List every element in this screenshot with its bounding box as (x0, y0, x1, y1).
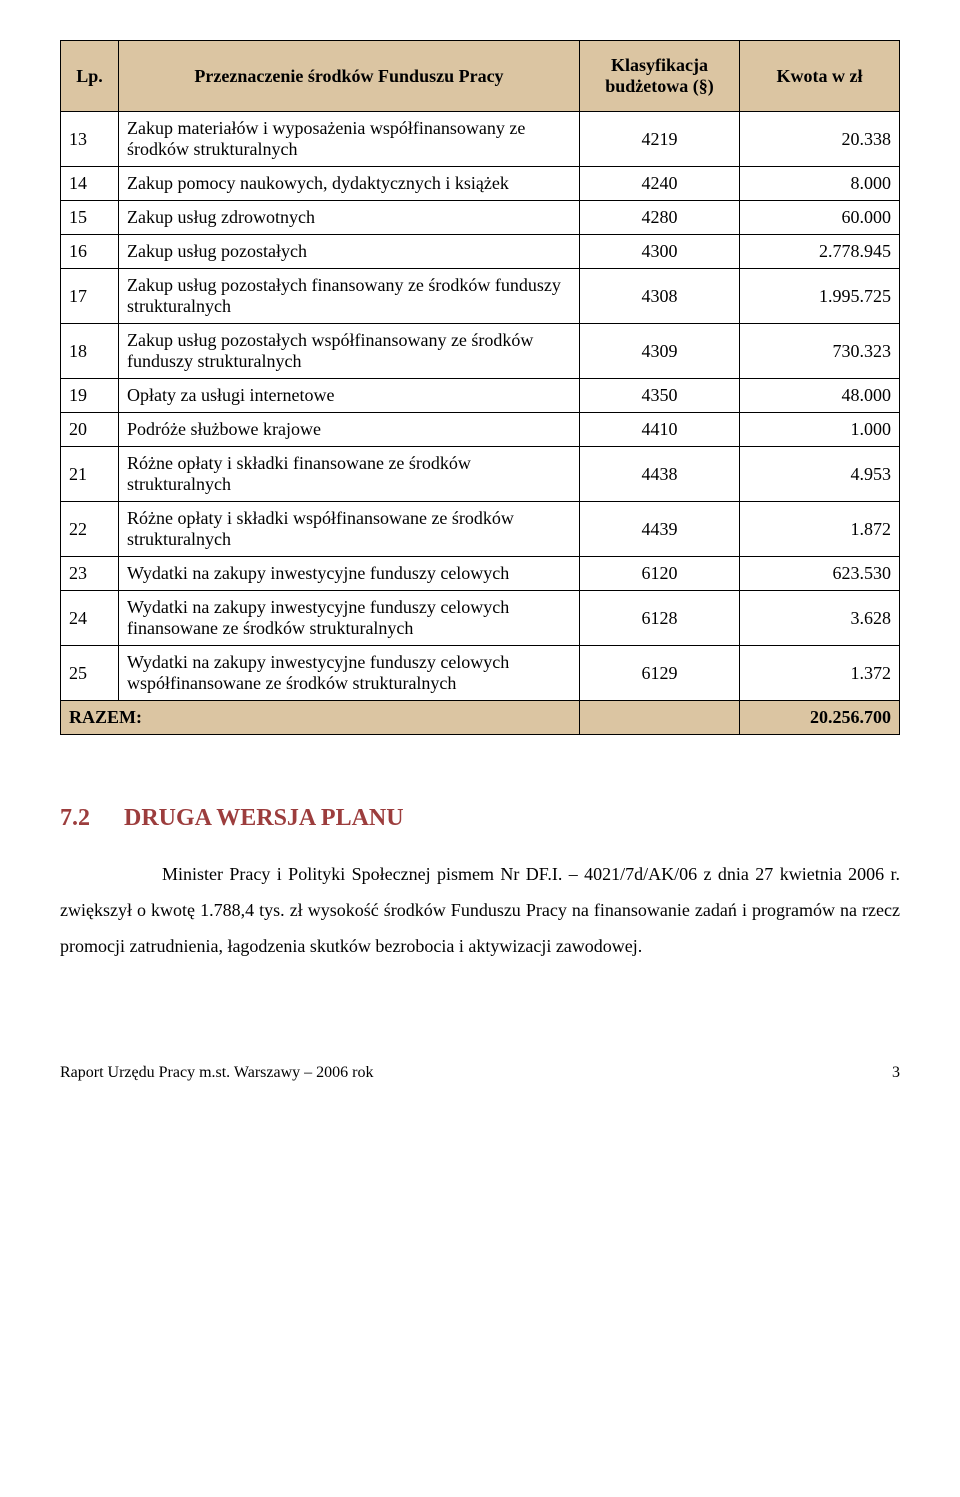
cell-code: 4219 (580, 112, 740, 167)
cell-code: 6120 (580, 557, 740, 591)
cell-code: 4308 (580, 269, 740, 324)
th-desc: Przeznaczenie środków Funduszu Pracy (119, 41, 580, 112)
budget-table: Lp. Przeznaczenie środków Funduszu Pracy… (60, 40, 900, 735)
cell-lp: 20 (61, 413, 119, 447)
table-total-row: RAZEM: 20.256.700 (61, 701, 900, 735)
table-row: 14Zakup pomocy naukowych, dydaktycznych … (61, 167, 900, 201)
total-spacer (580, 701, 740, 735)
cell-desc: Zakup materiałów i wyposażenia współfina… (119, 112, 580, 167)
cell-amount: 60.000 (740, 201, 900, 235)
cell-code: 4280 (580, 201, 740, 235)
cell-lp: 13 (61, 112, 119, 167)
cell-lp: 16 (61, 235, 119, 269)
cell-desc: Zakup usług pozostałych (119, 235, 580, 269)
cell-lp: 24 (61, 591, 119, 646)
cell-code: 6128 (580, 591, 740, 646)
cell-desc: Opłaty za usługi internetowe (119, 379, 580, 413)
cell-amount: 1.872 (740, 502, 900, 557)
section-title: DRUGA WERSJA PLANU (124, 805, 404, 832)
cell-lp: 14 (61, 167, 119, 201)
table-header-row: Lp. Przeznaczenie środków Funduszu Pracy… (61, 41, 900, 112)
cell-amount: 20.338 (740, 112, 900, 167)
table-row: 13Zakup materiałów i wyposażenia współfi… (61, 112, 900, 167)
cell-code: 4309 (580, 324, 740, 379)
table-row: 24Wydatki na zakupy inwestycyjne fundusz… (61, 591, 900, 646)
cell-desc: Wydatki na zakupy inwestycyjne funduszy … (119, 591, 580, 646)
table-row: 25Wydatki na zakupy inwestycyjne fundusz… (61, 646, 900, 701)
th-amount: Kwota w zł (740, 41, 900, 112)
cell-lp: 15 (61, 201, 119, 235)
cell-desc: Zakup usług pozostałych finansowany ze ś… (119, 269, 580, 324)
table-row: 23Wydatki na zakupy inwestycyjne fundusz… (61, 557, 900, 591)
table-row: 21Różne opłaty i składki finansowane ze … (61, 447, 900, 502)
cell-lp: 23 (61, 557, 119, 591)
cell-amount: 2.778.945 (740, 235, 900, 269)
cell-amount: 623.530 (740, 557, 900, 591)
cell-code: 4240 (580, 167, 740, 201)
table-row: 22Różne opłaty i składki współfinansowan… (61, 502, 900, 557)
cell-code: 4439 (580, 502, 740, 557)
cell-desc: Różne opłaty i składki współfinansowane … (119, 502, 580, 557)
cell-lp: 21 (61, 447, 119, 502)
section-heading: 7.2 DRUGA WERSJA PLANU (60, 805, 900, 832)
cell-amount: 3.628 (740, 591, 900, 646)
section-number: 7.2 (60, 805, 90, 832)
table-row: 17Zakup usług pozostałych finansowany ze… (61, 269, 900, 324)
cell-lp: 18 (61, 324, 119, 379)
cell-code: 6129 (580, 646, 740, 701)
cell-desc: Podróże służbowe krajowe (119, 413, 580, 447)
cell-amount: 4.953 (740, 447, 900, 502)
cell-code: 4300 (580, 235, 740, 269)
cell-desc: Różne opłaty i składki finansowane ze śr… (119, 447, 580, 502)
cell-lp: 19 (61, 379, 119, 413)
cell-desc: Wydatki na zakupy inwestycyjne funduszy … (119, 646, 580, 701)
cell-lp: 25 (61, 646, 119, 701)
table-row: 19Opłaty za usługi internetowe435048.000 (61, 379, 900, 413)
footer-right: 3 (892, 1064, 900, 1082)
table-row: 20Podróże służbowe krajowe44101.000 (61, 413, 900, 447)
cell-desc: Wydatki na zakupy inwestycyjne funduszy … (119, 557, 580, 591)
cell-desc: Zakup usług zdrowotnych (119, 201, 580, 235)
table-row: 15Zakup usług zdrowotnych428060.000 (61, 201, 900, 235)
table-row: 16Zakup usług pozostałych43002.778.945 (61, 235, 900, 269)
cell-amount: 730.323 (740, 324, 900, 379)
cell-lp: 22 (61, 502, 119, 557)
th-lp: Lp. (61, 41, 119, 112)
cell-lp: 17 (61, 269, 119, 324)
cell-code: 4410 (580, 413, 740, 447)
total-amount: 20.256.700 (740, 701, 900, 735)
table-row: 18Zakup usług pozostałych współfinansowa… (61, 324, 900, 379)
cell-amount: 48.000 (740, 379, 900, 413)
cell-desc: Zakup usług pozostałych współfinansowany… (119, 324, 580, 379)
cell-amount: 1.372 (740, 646, 900, 701)
footer-left: Raport Urzędu Pracy m.st. Warszawy – 200… (60, 1064, 373, 1082)
cell-code: 4438 (580, 447, 740, 502)
cell-amount: 1.000 (740, 413, 900, 447)
page-footer: Raport Urzędu Pracy m.st. Warszawy – 200… (60, 1064, 900, 1082)
section-paragraph: Minister Pracy i Polityki Społecznej pis… (60, 856, 900, 964)
cell-desc: Zakup pomocy naukowych, dydaktycznych i … (119, 167, 580, 201)
cell-code: 4350 (580, 379, 740, 413)
th-code: Klasyfikacja budżetowa (§) (580, 41, 740, 112)
total-label: RAZEM: (61, 701, 580, 735)
cell-amount: 1.995.725 (740, 269, 900, 324)
cell-amount: 8.000 (740, 167, 900, 201)
